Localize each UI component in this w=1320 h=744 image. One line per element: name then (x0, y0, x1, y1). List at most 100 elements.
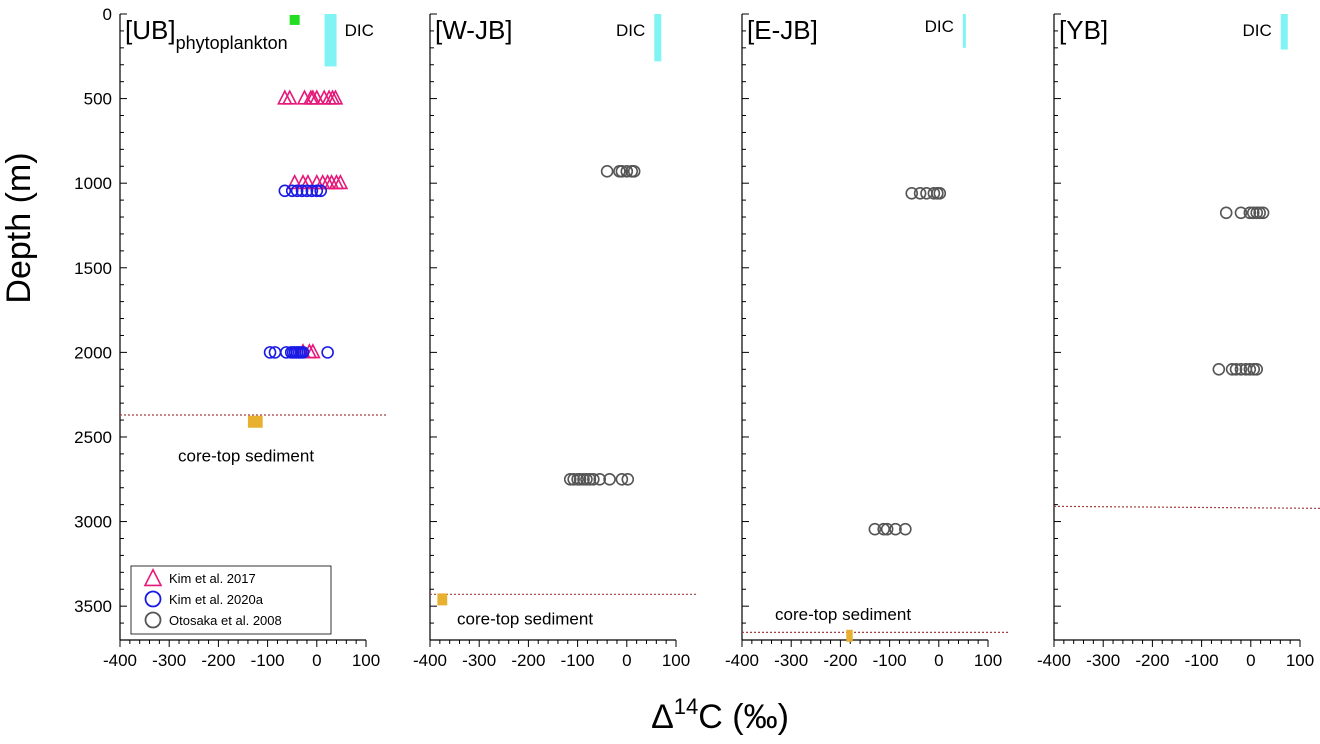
data-point-circle (278, 184, 292, 198)
x-tick-label: -100 (561, 651, 595, 670)
legend-marker-triangle (143, 568, 163, 587)
core-top-sediment-marker (247, 415, 263, 428)
data-point-circle (620, 165, 634, 178)
data-point-triangle (286, 173, 303, 190)
data-point-circle (583, 472, 597, 486)
data-point-circle (603, 472, 616, 486)
data-point-circle (913, 187, 927, 200)
dic-label: DIC (345, 21, 374, 40)
data-point-circle (587, 472, 600, 486)
data-point-circle (263, 346, 277, 359)
data-point-circle (295, 184, 309, 198)
x-tick-label: 100 (1286, 651, 1314, 670)
data-point-circle (310, 184, 324, 198)
legend-box (130, 565, 332, 635)
data-point-circle (877, 522, 890, 536)
core-top-sediment-marker (846, 629, 853, 642)
data-point-circle (889, 522, 902, 536)
core-top-sediment-label: core-top sediment (457, 609, 593, 628)
data-point-circle (600, 165, 614, 178)
data-point-circle (927, 187, 941, 200)
data-point-circle (321, 346, 334, 359)
x-tick-label: 0 (312, 651, 321, 670)
data-point-circle (593, 472, 607, 486)
x-axis-label: Δ14C (‰) (651, 694, 789, 736)
dic-label: DIC (1242, 21, 1271, 40)
x-tick-label: -100 (873, 651, 907, 670)
dic-label: DIC (616, 21, 645, 40)
data-point-circle (285, 184, 299, 198)
panel-title-main: [W-JB] (435, 15, 513, 45)
data-point-circle (621, 472, 635, 486)
legend-label: Kim et al. 2020a (169, 592, 264, 607)
data-point-circle (305, 184, 319, 198)
x-tick-label: -400 (413, 651, 447, 670)
data-point-circle (1234, 362, 1248, 376)
data-point-circle (627, 165, 641, 178)
data-point-triangle (281, 89, 298, 105)
panel-title: [UB]phytoplankton (125, 15, 288, 53)
data-point-circle (1243, 362, 1257, 376)
legend-marker-circle (144, 611, 162, 629)
legend: Kim et al. 2017 Kim et al. 2020a Otosaka e… (130, 565, 332, 635)
y-tick-label: 2500 (74, 428, 112, 447)
panel-title-sub: phytoplankton (176, 33, 288, 53)
x-tick-label: -400 (1037, 651, 1071, 670)
y-tick-label: 2000 (74, 343, 112, 362)
x-axis-label-superscript: 14 (674, 694, 698, 719)
y-tick-label: 1000 (74, 174, 112, 193)
data-point-circle (1212, 362, 1226, 376)
panel-title-main: [UB] (125, 15, 176, 45)
legend-label: Otosaka et al. 2008 (169, 613, 282, 628)
x-axis-label-rest: C (‰) (698, 698, 789, 736)
data-point-triangle (300, 173, 316, 190)
panel-title: [W-JB] (435, 15, 513, 45)
data-point-circle (880, 522, 894, 536)
legend-marker-circle (144, 590, 162, 608)
panel-title-main: [E-JB] (747, 15, 818, 45)
data-point-circle (899, 522, 912, 536)
y-axis-label: Depth (m) (0, 152, 38, 303)
data-point-circle (573, 472, 587, 486)
x-tick-label: -200 (823, 651, 857, 670)
data-point-circle (1219, 206, 1233, 220)
panel-4: -400 -300 -200 -100 0 100 [YB] DIC (1037, 13, 1320, 670)
x-tick-label: -300 (1086, 651, 1120, 670)
data-point-circle (296, 346, 310, 359)
data-point-circle (615, 165, 629, 178)
x-tick-label: 0 (934, 651, 943, 670)
data-point-circle (1250, 362, 1264, 376)
data-point-triangle (332, 173, 349, 190)
x-tick-label: 0 (1246, 651, 1255, 670)
panel-title: [YB] (1059, 15, 1108, 45)
panel-title: [E-JB] (747, 15, 818, 45)
seafloor-line (1053, 505, 1320, 509)
data-point-circle (290, 184, 304, 198)
x-tick-label: -100 (1185, 651, 1219, 670)
data-point-circle (314, 184, 328, 198)
core-top-sediment-label: core-top sediment (775, 605, 911, 624)
axis-labels-group: Depth (m) Δ14C (‰) (0, 152, 789, 736)
x-tick-label: -400 (103, 651, 137, 670)
data-point-circle (1246, 206, 1260, 220)
x-tick-label: -400 (725, 651, 759, 670)
x-tick-label: 100 (352, 651, 380, 670)
data-point-triangle (305, 343, 321, 359)
x-tick-label: -200 (1135, 651, 1169, 670)
y-tick-label: 500 (84, 90, 112, 109)
y-tick-label: 3000 (74, 513, 112, 532)
data-point-circle (563, 472, 577, 486)
x-tick-label: 100 (974, 651, 1002, 670)
panel-title-main: [YB] (1059, 15, 1108, 45)
data-point-triangle (327, 89, 344, 105)
y-tick-label: 0 (103, 5, 112, 24)
dic-bar (654, 14, 662, 62)
core-top-sediment-marker (437, 593, 448, 606)
dic-bar (324, 14, 337, 67)
dic-bar (962, 14, 966, 48)
x-tick-label: -300 (462, 651, 496, 670)
legend-label: Kim et al. 2017 (169, 571, 256, 586)
x-tick-label: -200 (511, 651, 545, 670)
